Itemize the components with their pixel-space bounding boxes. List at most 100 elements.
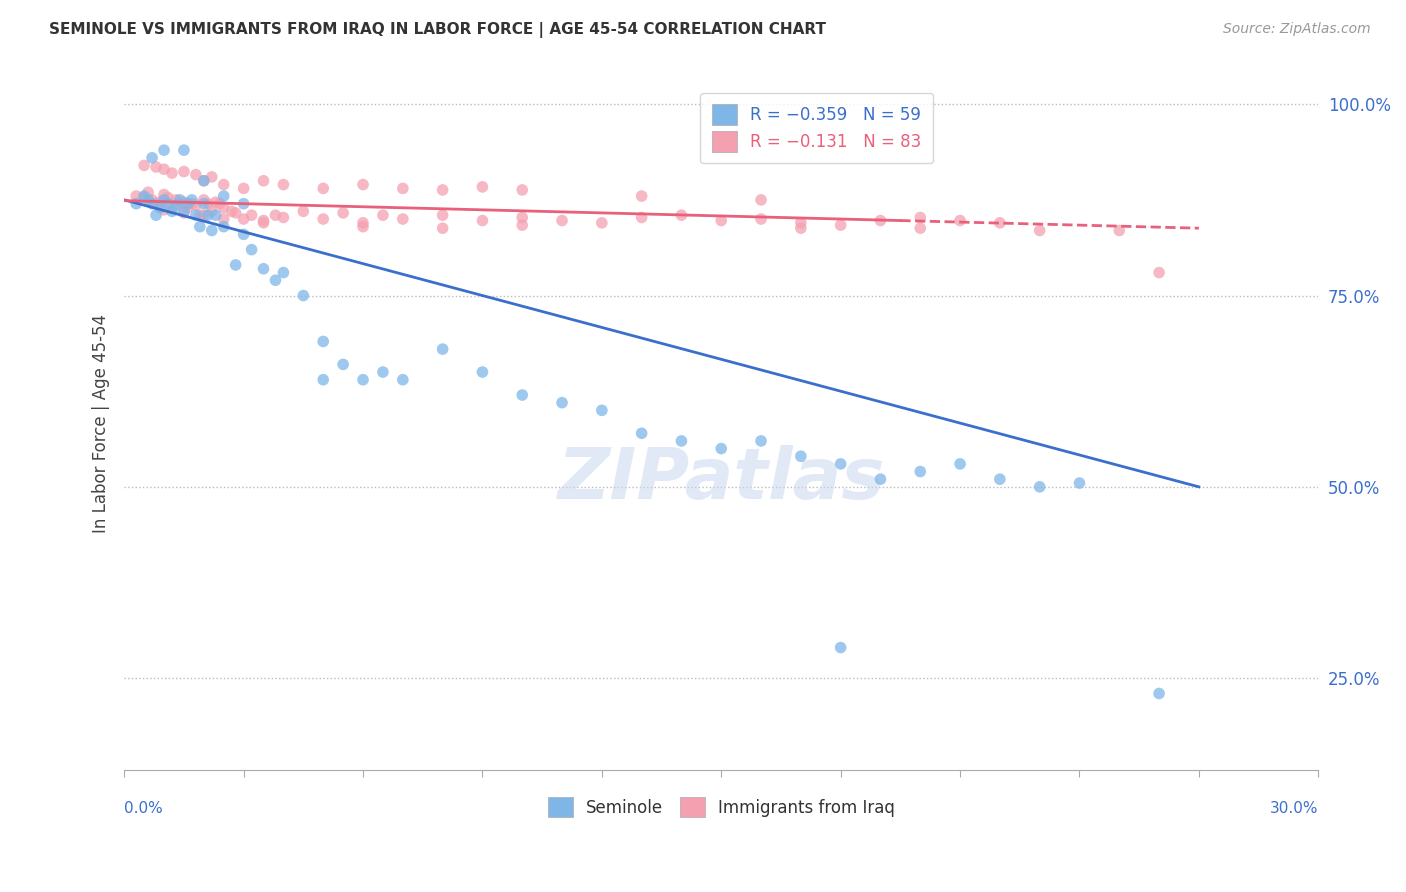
Point — [630, 189, 652, 203]
Point — [141, 196, 163, 211]
Point — [510, 218, 533, 232]
Point — [910, 465, 932, 479]
Point — [184, 198, 207, 212]
Point — [160, 204, 183, 219]
Point — [204, 208, 226, 222]
Point — [225, 258, 247, 272]
Point — [173, 195, 195, 210]
Point — [749, 212, 772, 227]
Point — [352, 373, 374, 387]
Point — [184, 208, 207, 222]
Point — [551, 213, 574, 227]
Point — [221, 204, 243, 219]
Point — [830, 218, 852, 232]
Point — [749, 434, 772, 448]
Point — [371, 365, 394, 379]
Point — [125, 196, 148, 211]
Point — [949, 457, 972, 471]
Point — [160, 201, 183, 215]
Point — [232, 196, 254, 211]
Point — [177, 201, 200, 215]
Point — [312, 334, 335, 349]
Point — [180, 193, 202, 207]
Point — [201, 204, 224, 219]
Point — [156, 196, 179, 211]
Point — [212, 201, 235, 215]
Point — [392, 373, 415, 387]
Point — [173, 206, 195, 220]
Point — [232, 227, 254, 242]
Point — [173, 143, 195, 157]
Point — [193, 208, 215, 222]
Point — [153, 143, 176, 157]
Point — [510, 388, 533, 402]
Point — [510, 211, 533, 225]
Point — [149, 201, 172, 215]
Point — [830, 640, 852, 655]
Legend: Seminole, Immigrants from Iraq: Seminole, Immigrants from Iraq — [541, 790, 901, 824]
Point — [141, 151, 163, 165]
Point — [710, 442, 733, 456]
Point — [145, 208, 167, 222]
Point — [312, 212, 335, 227]
Point — [790, 216, 813, 230]
Point — [830, 457, 852, 471]
Text: 30.0%: 30.0% — [1270, 800, 1319, 815]
Text: 0.0%: 0.0% — [124, 800, 163, 815]
Point — [134, 191, 156, 205]
Point — [352, 219, 374, 234]
Text: ZIPatlas: ZIPatlas — [558, 444, 884, 514]
Point — [988, 216, 1011, 230]
Point — [160, 166, 183, 180]
Point — [1028, 480, 1050, 494]
Point — [173, 164, 195, 178]
Point — [240, 208, 263, 222]
Point — [184, 168, 207, 182]
Point — [790, 221, 813, 235]
Point — [193, 193, 215, 207]
Point — [252, 174, 274, 188]
Point — [153, 187, 176, 202]
Point — [630, 426, 652, 441]
Point — [212, 178, 235, 192]
Point — [204, 195, 226, 210]
Point — [432, 208, 454, 222]
Point — [273, 211, 295, 225]
Point — [392, 212, 415, 227]
Point — [1028, 223, 1050, 237]
Point — [149, 195, 172, 210]
Point — [169, 196, 191, 211]
Point — [232, 181, 254, 195]
Point — [671, 208, 693, 222]
Point — [153, 193, 176, 207]
Point — [212, 189, 235, 203]
Point — [264, 273, 287, 287]
Y-axis label: In Labor Force | Age 45-54: In Labor Force | Age 45-54 — [93, 314, 110, 533]
Point — [869, 213, 891, 227]
Point — [212, 212, 235, 227]
Point — [749, 193, 772, 207]
Point — [591, 216, 613, 230]
Point — [551, 395, 574, 409]
Point — [153, 162, 176, 177]
Point — [869, 472, 891, 486]
Point — [292, 288, 315, 302]
Point — [136, 193, 159, 207]
Point — [145, 196, 167, 211]
Point — [134, 158, 156, 172]
Point — [180, 196, 202, 211]
Point — [153, 202, 176, 217]
Point — [252, 213, 274, 227]
Point — [165, 193, 187, 207]
Point — [273, 266, 295, 280]
Point — [134, 189, 156, 203]
Point — [371, 208, 394, 222]
Point — [312, 181, 335, 195]
Point — [790, 449, 813, 463]
Point — [197, 208, 219, 222]
Point — [432, 183, 454, 197]
Point — [212, 219, 235, 234]
Point — [188, 208, 211, 222]
Point — [710, 213, 733, 227]
Point — [240, 243, 263, 257]
